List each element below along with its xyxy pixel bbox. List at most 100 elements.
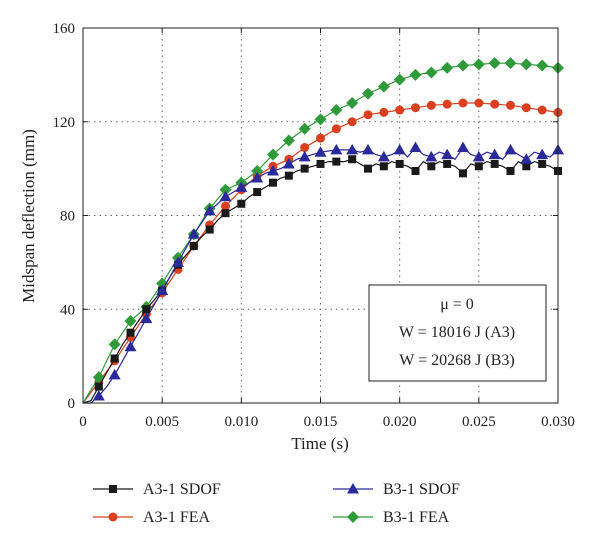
data-point: [267, 164, 279, 176]
data-point: [379, 107, 389, 117]
data-point: [459, 169, 467, 178]
data-point: [205, 225, 214, 234]
data-point: [94, 382, 103, 391]
data-point: [331, 124, 341, 134]
x-axis-label: Time (s): [291, 434, 348, 453]
legend-item: B3-1 FEA: [333, 509, 450, 526]
data-point: [126, 328, 135, 337]
x-tick-label: 0.025: [462, 414, 496, 430]
data-point: [427, 162, 436, 171]
data-point: [441, 61, 454, 74]
data-point: [142, 305, 151, 314]
data-point: [300, 143, 310, 153]
data-point: [379, 162, 388, 171]
x-tick-label: 0.010: [224, 414, 258, 430]
data-point: [187, 228, 200, 239]
data-point: [298, 122, 311, 135]
annotation-line-2: W = 18016 J (A3): [399, 324, 515, 341]
data-point: [253, 188, 262, 197]
data-point: [221, 201, 230, 211]
data-point: [411, 166, 420, 175]
y-tick-label: 160: [53, 21, 76, 37]
data-point: [330, 104, 343, 117]
data-point: [316, 159, 325, 168]
data-point: [426, 100, 436, 110]
data-point: [362, 143, 374, 155]
data-point: [411, 103, 420, 113]
data-point: [395, 105, 405, 115]
data-point: [267, 148, 279, 161]
legend-label: B3-1 SDOF: [383, 481, 460, 498]
data-point: [314, 146, 327, 157]
data-point: [536, 59, 549, 72]
data-point: [537, 105, 547, 115]
data-point: [140, 312, 153, 324]
data-point: [443, 159, 452, 168]
data-point: [490, 159, 499, 168]
data-point: [490, 99, 500, 109]
data-point: [474, 162, 483, 171]
data-point: [442, 99, 452, 109]
data-point: [362, 87, 374, 100]
data-point: [203, 204, 216, 216]
x-tick-label: 0.005: [145, 414, 179, 430]
data-point: [409, 68, 422, 81]
x-tick-label: 0: [79, 414, 87, 430]
data-point: [124, 340, 137, 352]
legend-label: A3-1 FEA: [143, 509, 211, 526]
data-point: [441, 148, 454, 160]
data-point: [504, 57, 517, 70]
legend-item: B3-1 SDOF: [333, 481, 460, 498]
data-point: [522, 162, 531, 171]
data-point: [298, 150, 311, 162]
data-point: [92, 389, 105, 401]
data-point: [364, 164, 372, 173]
data-point: [425, 66, 438, 79]
legend-item: A3-1 FEA: [93, 509, 211, 526]
data-point: [409, 141, 422, 153]
data-point: [472, 58, 485, 71]
annotation-box: μ = 0 W = 18016 J (A3) W = 20268 J (B3): [368, 284, 547, 382]
data-point: [108, 368, 121, 380]
y-tick-label: 40: [60, 302, 75, 318]
y-axis-label: Midspan deflection (mm): [19, 129, 38, 303]
data-point: [536, 148, 549, 160]
legend-marker: [109, 485, 117, 493]
data-point: [458, 98, 468, 108]
legend-marker: [347, 511, 359, 523]
legend-item: A3-1 SDOF: [93, 481, 221, 498]
legend-marker: [347, 483, 359, 494]
data-point: [425, 150, 438, 162]
data-point: [237, 199, 246, 208]
data-point: [506, 166, 515, 175]
data-point: [332, 157, 341, 166]
data-point: [472, 150, 485, 162]
data-point: [457, 141, 469, 153]
x-tick-label: 0.020: [383, 414, 417, 430]
legend: A3-1 SDOF A3-1 FEA B3-1 SDOF B3-1 FEA: [93, 481, 460, 526]
data-point: [269, 178, 277, 187]
annotation-line-3: W = 20268 J (B3): [399, 352, 514, 369]
data-point: [172, 256, 184, 267]
ticks: 0 0.005 0.010 0.015 0.020 0.025 0.030 0 40 80 120 1…: [53, 21, 575, 430]
data-point: [156, 284, 169, 295]
y-tick-label: 120: [53, 115, 76, 131]
data-point: [377, 80, 390, 93]
data-point: [156, 277, 169, 290]
data-point: [189, 241, 198, 250]
data-point: [521, 103, 531, 113]
data-point: [488, 57, 501, 70]
data-point: [124, 314, 137, 327]
data-point: [221, 209, 230, 218]
data-point: [110, 354, 119, 363]
data-point: [474, 98, 484, 108]
data-point: [282, 134, 295, 147]
data-point: [314, 113, 327, 126]
legend-label: A3-1 SDOF: [143, 481, 221, 498]
data-point: [348, 155, 357, 164]
data-point: [330, 143, 343, 155]
data-point: [346, 97, 359, 109]
data-point: [506, 100, 515, 110]
data-point: [363, 110, 373, 120]
